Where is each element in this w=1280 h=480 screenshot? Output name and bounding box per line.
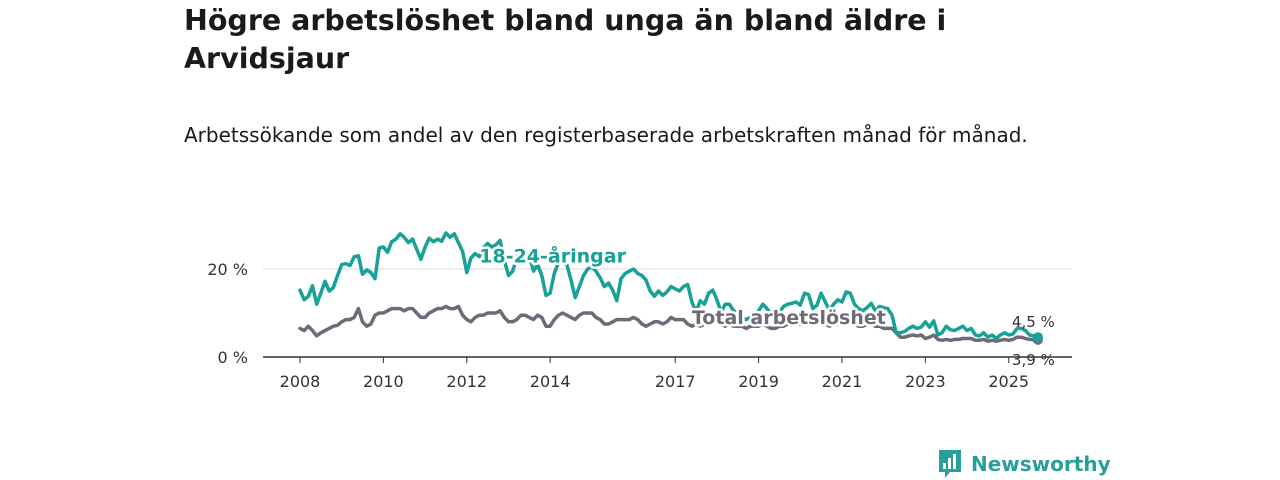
series-lines bbox=[298, 231, 1043, 345]
brand-logo: Newsworthy bbox=[937, 448, 1111, 480]
series-label-youth: 18-24-åringar bbox=[479, 243, 626, 267]
x-tick-label: 2019 bbox=[738, 372, 779, 391]
x-tick-label: 2008 bbox=[280, 372, 321, 391]
x-tick-label: 2010 bbox=[363, 372, 404, 391]
series-line-total bbox=[298, 304, 1040, 343]
x-tick-label: 2017 bbox=[655, 372, 696, 391]
y-axis: 0 % 20 % bbox=[207, 260, 248, 367]
x-tick-label: 2012 bbox=[446, 372, 487, 391]
end-label-total: 3,9 % bbox=[1012, 351, 1055, 369]
brand-name: Newsworthy bbox=[971, 452, 1111, 476]
x-axis: 2008 2010 2012 2014 2017 2019 2021 2023 2025 bbox=[280, 357, 1029, 391]
x-tick-label: 2025 bbox=[988, 372, 1029, 391]
chart-subtitle: Arbetssökande som andel av den registerb… bbox=[184, 123, 1028, 147]
x-tick-label: 2023 bbox=[905, 372, 946, 391]
x-tick-label: 2014 bbox=[530, 372, 571, 391]
end-point-youth bbox=[1032, 332, 1043, 343]
newsworthy-logo-icon bbox=[939, 450, 961, 478]
series-label-total: Total arbetslöshet bbox=[692, 307, 886, 329]
x-tick-label: 2021 bbox=[822, 372, 863, 391]
y-tick-label: 20 % bbox=[207, 260, 248, 279]
series-line-youth bbox=[298, 231, 1040, 341]
end-label-youth: 4,5 % bbox=[1012, 313, 1055, 331]
series-labels: 3,9 % 4,5 % 18-24-åringar Total arbetslöshe… bbox=[477, 241, 1055, 369]
gridlines bbox=[263, 268, 1072, 358]
y-tick-label: 0 % bbox=[218, 348, 248, 367]
chart-title: Högre arbetslöshet bland unga än bland ä… bbox=[184, 4, 947, 75]
